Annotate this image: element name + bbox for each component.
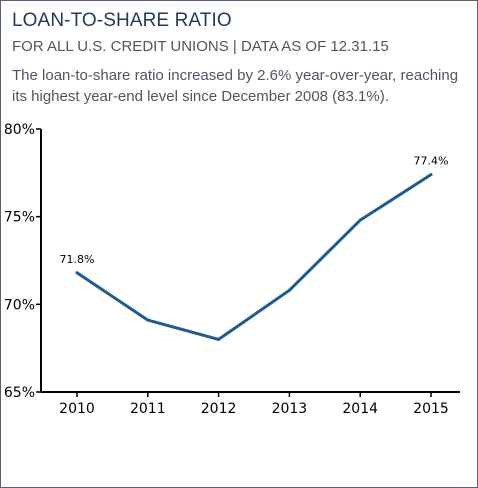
- data-point: [146, 318, 150, 322]
- chart-description: The loan-to-share ratio increased by 2.6…: [12, 67, 459, 105]
- x-axis-ticks: 2010 2011 2012 2013 2014 2015: [59, 392, 449, 417]
- x-tick-label: 2010: [59, 401, 95, 417]
- y-tick-label: 70%: [4, 297, 35, 313]
- data-point: [75, 271, 79, 275]
- data-label: 77.4%: [414, 155, 449, 168]
- chart-subtitle: FOR ALL U.S. CREDIT UNIONS | DATA AS OF …: [12, 38, 389, 55]
- x-tick-label: 2011: [130, 401, 166, 417]
- chart-title: LOAN-TO-SHARE RATIO: [12, 10, 232, 31]
- chart-axes: [40, 129, 460, 393]
- data-label: 71.8%: [60, 253, 95, 266]
- y-tick-label: 80%: [4, 122, 35, 138]
- y-tick-label: 75%: [4, 210, 35, 226]
- y-axis-ticks: 65% 70% 75% 80%: [4, 122, 41, 401]
- series-line: [75, 173, 433, 341]
- x-tick-label: 2013: [272, 401, 308, 417]
- series-layer: [75, 173, 433, 341]
- x-tick-label: 2014: [342, 401, 378, 417]
- x-tick-label: 2015: [413, 401, 449, 417]
- x-tick-label: 2012: [201, 401, 237, 417]
- y-tick-label: 65%: [4, 385, 35, 401]
- data-labels: 71.8% 77.4%: [60, 155, 449, 266]
- data-point: [287, 288, 291, 292]
- data-point: [429, 173, 433, 177]
- data-point: [217, 337, 221, 341]
- data-point: [358, 218, 362, 222]
